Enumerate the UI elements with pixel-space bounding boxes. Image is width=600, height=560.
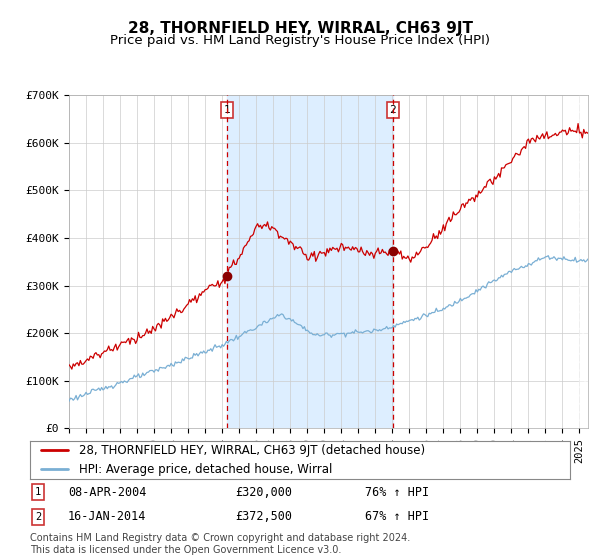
Text: 67% ↑ HPI: 67% ↑ HPI [365, 510, 429, 524]
Text: 1: 1 [223, 105, 230, 115]
Text: 28, THORNFIELD HEY, WIRRAL, CH63 9JT (detached house): 28, THORNFIELD HEY, WIRRAL, CH63 9JT (de… [79, 444, 425, 457]
Text: 2: 2 [389, 105, 397, 115]
Text: Price paid vs. HM Land Registry's House Price Index (HPI): Price paid vs. HM Land Registry's House … [110, 34, 490, 46]
Text: £372,500: £372,500 [235, 510, 292, 524]
Bar [227, 95, 393, 428]
Text: Contains HM Land Registry data © Crown copyright and database right 2024.
This d: Contains HM Land Registry data © Crown c… [30, 533, 410, 555]
Text: 16-JAN-2014: 16-JAN-2014 [68, 510, 146, 524]
Text: £320,000: £320,000 [235, 486, 292, 499]
Text: HPI: Average price, detached house, Wirral: HPI: Average price, detached house, Wirr… [79, 463, 332, 476]
Text: 1: 1 [35, 487, 41, 497]
Text: 76% ↑ HPI: 76% ↑ HPI [365, 486, 429, 499]
Text: 28, THORNFIELD HEY, WIRRAL, CH63 9JT: 28, THORNFIELD HEY, WIRRAL, CH63 9JT [128, 21, 473, 36]
Text: 2: 2 [35, 512, 41, 522]
Text: 08-APR-2004: 08-APR-2004 [68, 486, 146, 499]
Bar [580, 95, 588, 428]
